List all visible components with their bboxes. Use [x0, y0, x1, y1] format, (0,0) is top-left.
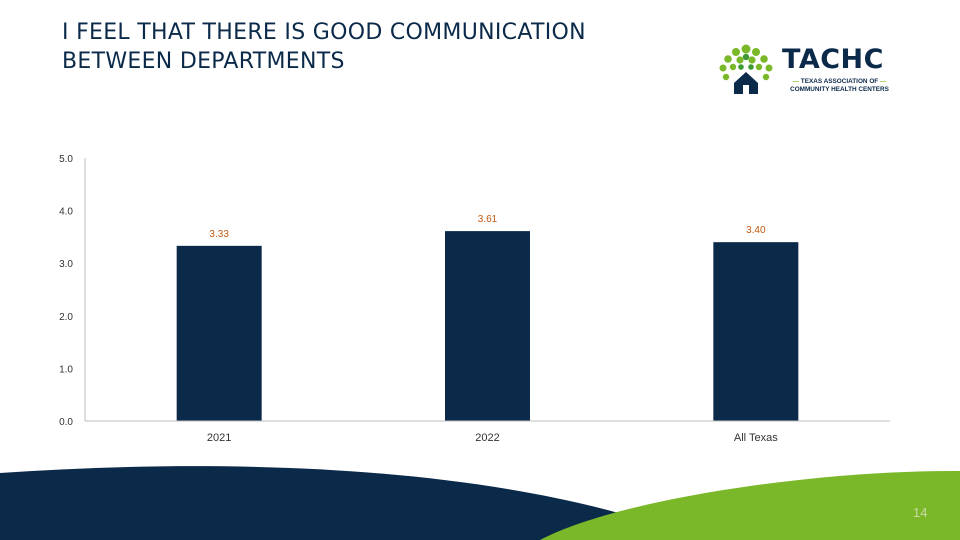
tree-house-icon — [719, 44, 773, 94]
footer-waves — [0, 466, 960, 540]
logo-subtitle: — TEXAS ASSOCIATION OF — COMMUNITY HEALT… — [782, 78, 897, 94]
bar-chart: 0.0 1.0 2.0 3.0 4.0 5.0 3.33 3.61 3.40 2021 2022… — [59, 154, 890, 444]
slide-title-line-1: I FEEL THAT THERE IS GOOD COMMUNICATION — [62, 20, 586, 45]
bar-2022 — [445, 231, 530, 421]
y-tick-label: 0.0 — [59, 417, 73, 428]
y-tick-label: 4.0 — [59, 207, 73, 218]
bar-data-label: 3.40 — [746, 225, 766, 236]
navy-wave — [0, 466, 700, 540]
logo-subtitle-line-1: TEXAS ASSOCIATION OF — [800, 78, 879, 85]
x-tick-label: All Texas — [734, 432, 778, 444]
logo-wordmark: TACHC — [782, 44, 884, 75]
y-axis: 0.0 1.0 2.0 3.0 4.0 5.0 — [59, 154, 86, 428]
tachc-logo: TACHC — TEXAS ASSOCIATION OF — COMMUNITY… — [716, 40, 906, 102]
x-tick-label: 2022 — [475, 432, 499, 444]
data-labels: 3.33 3.61 3.40 — [209, 214, 766, 240]
x-axis: 2021 2022 All Texas — [85, 420, 890, 444]
slide-title: I FEEL THAT THERE IS GOOD COMMUNICATION … — [62, 18, 702, 76]
green-wave — [540, 470, 960, 540]
y-tick-label: 2.0 — [59, 312, 73, 323]
bar-2021 — [176, 245, 262, 421]
y-tick-label: 3.0 — [59, 259, 73, 270]
bar-all-texas — [713, 242, 799, 421]
y-tick-label: 5.0 — [59, 154, 73, 165]
page-number: 14 — [913, 505, 928, 520]
logo-subtitle-line-2: COMMUNITY HEALTH CENTERS — [790, 86, 889, 93]
bar-data-label: 3.33 — [209, 229, 229, 240]
y-tick-label: 1.0 — [59, 364, 73, 375]
bars — [176, 231, 799, 421]
slide-title-line-2: BETWEEN DEPARTMENTS — [62, 49, 345, 74]
x-tick-label: 2021 — [207, 432, 231, 444]
bar-data-label: 3.61 — [478, 214, 498, 225]
